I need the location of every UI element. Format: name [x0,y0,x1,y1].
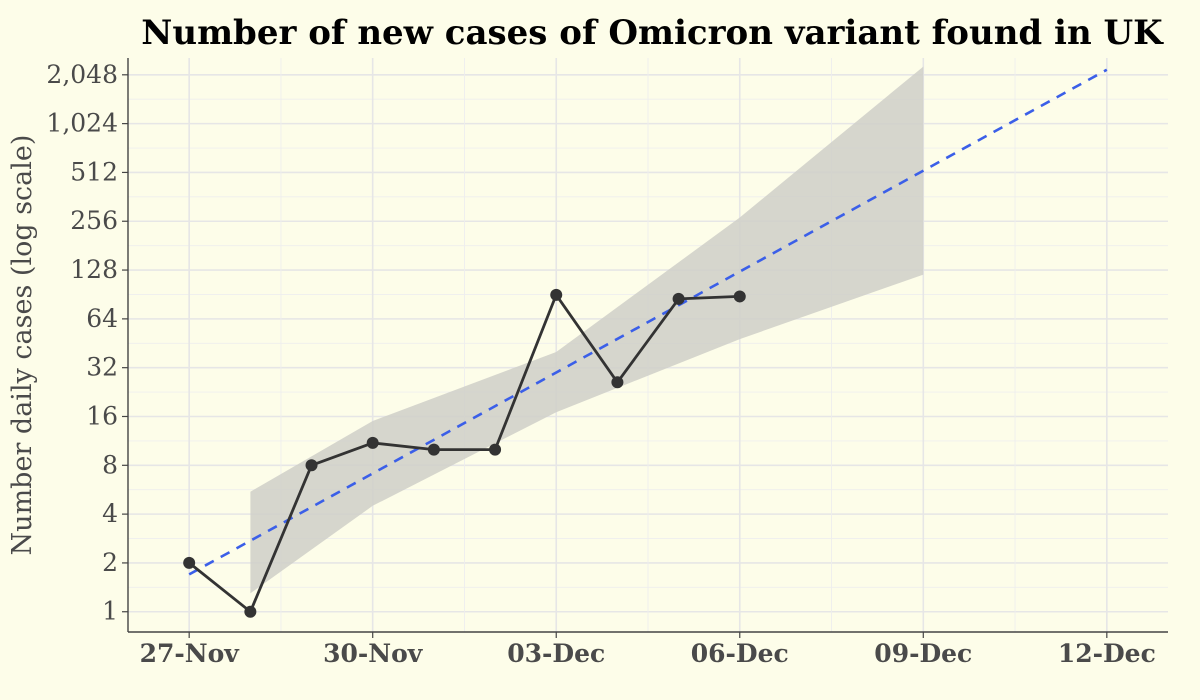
x-tick-labels: 27-Nov 30-Nov 03-Dec 06-Dec 09-Dec 12-Dec [140,639,1156,668]
x-tick-label: 09-Dec [874,639,972,668]
data-point [733,290,746,303]
x-tick-label: 03-Dec [507,639,605,668]
y-tick-label: 64 [86,304,118,333]
y-tick-label: 16 [86,401,118,430]
x-tick-label: 27-Nov [140,639,241,668]
y-tick-label: 1 [102,597,118,626]
y-tick-label: 2,048 [46,60,118,89]
data-point [550,288,563,301]
y-tick-label: 128 [70,255,118,284]
series-line [188,293,740,614]
x-tick-label: 12-Dec [1058,639,1156,668]
data-point [366,436,379,449]
y-tick-label: 4 [102,499,118,528]
y-tick-label: 32 [86,353,118,382]
data-point [183,556,196,569]
data-point [427,443,440,456]
axes [122,58,1168,638]
data-point [672,292,685,305]
y-tick-label: 8 [102,450,118,479]
trend-line-layer [188,68,1108,576]
data-series-layer [183,288,746,618]
data-point [244,605,257,618]
confidence-band-layer [250,66,924,594]
confidence-band [250,66,924,594]
y-tick-labels: 1 2 4 8 16 32 64 128 256 512 1,024 2,048 [46,60,118,626]
data-point [305,459,318,472]
trend-line [188,68,1108,576]
x-tick-label: 06-Dec [691,639,789,668]
data-point [611,376,624,389]
y-axis-label: Number daily cases (log scale) [7,135,38,556]
y-tick-label: 512 [70,157,118,186]
chart-title: Number of new cases of Omicron variant f… [141,13,1164,53]
data-point [489,443,502,456]
x-tick-label: 30-Nov [323,639,424,668]
y-tick-label: 2 [102,548,118,577]
y-tick-label: 256 [70,206,118,235]
y-tick-label: 1,024 [46,109,118,138]
